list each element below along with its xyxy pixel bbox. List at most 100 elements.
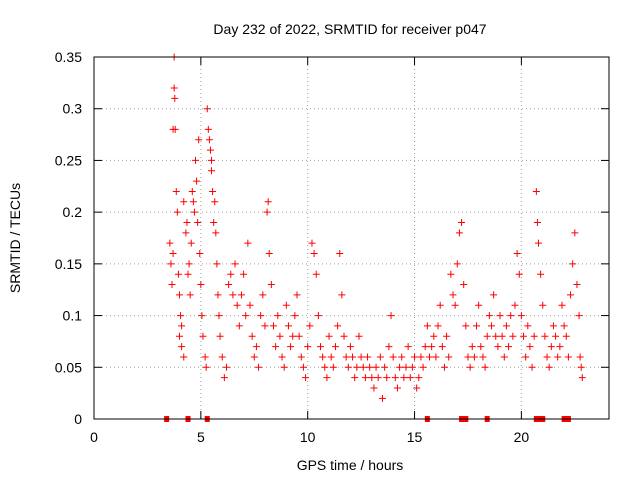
- data-point: [417, 353, 425, 361]
- data-point: [195, 136, 203, 144]
- data-point: [180, 353, 188, 361]
- data-point: [571, 229, 579, 237]
- data-point: [312, 270, 320, 278]
- data-points: [166, 53, 586, 402]
- data-point: [340, 332, 348, 340]
- data-point: [421, 343, 429, 351]
- data-point: [349, 353, 357, 361]
- data-point: [242, 312, 250, 320]
- data-point: [229, 291, 237, 299]
- data-point: [289, 332, 297, 340]
- data-point: [190, 208, 198, 216]
- data-point: [244, 239, 252, 247]
- data-point: [265, 250, 273, 258]
- x-tick-label: 20: [514, 429, 530, 445]
- data-point: [325, 332, 333, 340]
- y-tick-label: 0.1: [63, 308, 83, 324]
- data-point: [252, 343, 260, 351]
- data-point: [477, 343, 485, 351]
- data-point: [385, 343, 393, 351]
- data-point: [205, 136, 213, 144]
- y-tick-label: 0.2: [63, 204, 83, 220]
- data-point: [372, 363, 380, 371]
- data-point: [564, 353, 572, 361]
- data-point: [263, 208, 271, 216]
- data-point: [295, 332, 303, 340]
- data-point: [317, 343, 325, 351]
- data-point: [274, 312, 282, 320]
- data-point: [576, 353, 584, 361]
- data-point: [436, 301, 444, 309]
- data-point: [250, 353, 258, 361]
- data-point: [490, 291, 498, 299]
- data-point: [186, 291, 194, 299]
- data-point: [353, 363, 361, 371]
- data-point: [182, 229, 190, 237]
- data-point: [357, 353, 365, 361]
- data-point: [338, 291, 346, 299]
- data-point: [334, 322, 342, 330]
- data-point: [319, 353, 327, 361]
- data-point: [440, 363, 448, 371]
- data-point: [560, 322, 568, 330]
- data-point: [389, 353, 397, 361]
- data-point: [222, 363, 230, 371]
- data-point: [278, 353, 286, 361]
- data-point: [404, 343, 412, 351]
- data-point: [270, 322, 278, 330]
- data-point: [261, 322, 269, 330]
- data-point: [327, 353, 335, 361]
- data-point: [479, 353, 487, 361]
- data-point: [556, 343, 564, 351]
- data-point: [455, 229, 463, 237]
- data-point: [509, 332, 517, 340]
- data-point: [194, 218, 202, 226]
- data-point: [169, 250, 177, 258]
- data-point: [492, 332, 500, 340]
- data-point: [447, 270, 455, 278]
- data-point: [552, 332, 560, 340]
- data-point: [355, 332, 363, 340]
- data-point: [172, 187, 180, 195]
- data-point: [272, 343, 280, 351]
- y-axis-ticks: 0 0.05 0.1 0.15 0.2 0.25 0.3 0.35: [55, 49, 609, 427]
- data-point: [391, 374, 399, 382]
- data-point: [541, 332, 549, 340]
- data-point: [507, 312, 515, 320]
- data-point: [393, 384, 401, 392]
- y-tick-label: 0.25: [55, 152, 82, 168]
- data-point: [383, 374, 391, 382]
- x-axis-ticks: 0 5 10 15 20: [90, 57, 529, 445]
- data-point: [415, 374, 423, 382]
- data-point: [368, 374, 376, 382]
- data-point: [430, 332, 438, 340]
- data-point: [203, 105, 211, 113]
- data-point: [470, 353, 478, 361]
- data-point: [539, 301, 547, 309]
- data-point: [170, 84, 178, 92]
- data-point: [520, 332, 528, 340]
- data-point: [537, 270, 545, 278]
- data-point: [554, 353, 562, 361]
- data-point: [193, 177, 201, 185]
- data-point: [532, 187, 540, 195]
- data-point: [246, 301, 254, 309]
- data-point: [545, 363, 553, 371]
- data-point: [434, 322, 442, 330]
- data-point: [196, 250, 204, 258]
- data-point: [387, 312, 395, 320]
- data-point: [255, 363, 263, 371]
- data-point: [533, 218, 541, 226]
- data-point: [304, 343, 312, 351]
- data-point: [209, 187, 217, 195]
- data-point: [464, 353, 472, 361]
- y-axis-label: SRMTID / TECUs: [7, 183, 23, 293]
- chart-title: Day 232 of 2022, SRMTID for receiver p04…: [213, 21, 486, 37]
- data-point: [173, 208, 181, 216]
- data-point: [534, 239, 542, 247]
- y-tick-label: 0.3: [63, 101, 83, 117]
- data-point: [199, 332, 207, 340]
- data-point: [177, 312, 185, 320]
- data-point: [213, 260, 221, 268]
